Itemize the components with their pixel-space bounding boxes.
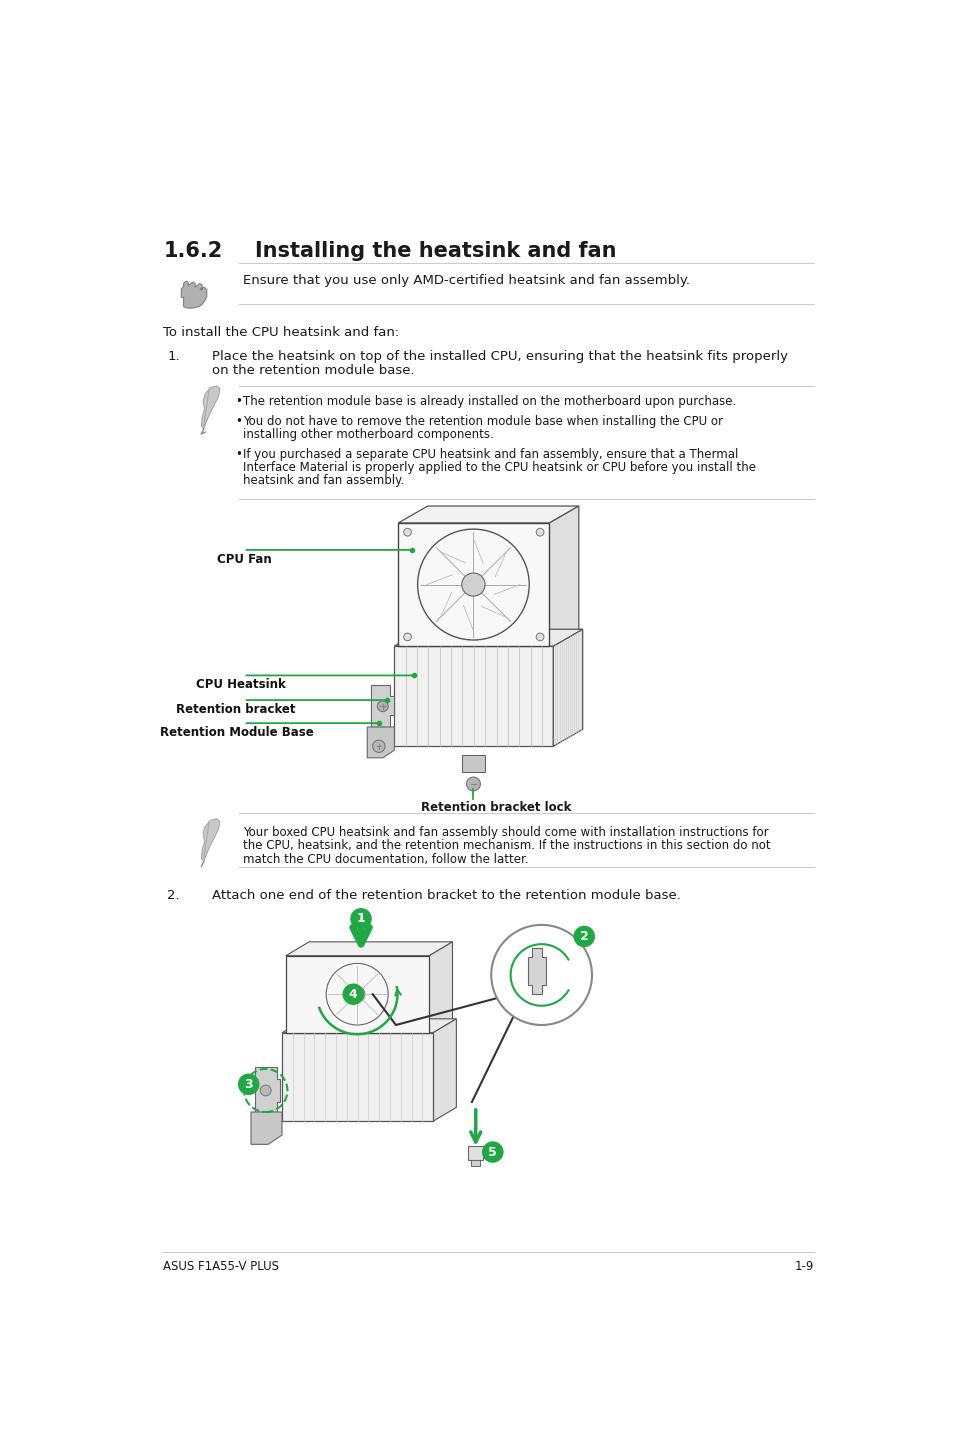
Polygon shape <box>282 1018 456 1032</box>
Text: Retention bracket lock: Retention bracket lock <box>420 800 571 813</box>
Polygon shape <box>394 629 582 646</box>
Polygon shape <box>201 819 220 862</box>
Text: Interface Material is properly applied to the CPU heatsink or CPU before you ins: Interface Material is properly applied t… <box>243 461 756 474</box>
Polygon shape <box>181 281 207 308</box>
Text: Place the heatsink on top of the installed CPU, ensuring that the heatsink fits : Place the heatsink on top of the install… <box>212 351 787 364</box>
Text: Your boxed CPU heatsink and fan assembly should come with installation instructi: Your boxed CPU heatsink and fan assembly… <box>243 826 768 839</box>
Bar <box>282 1032 433 1121</box>
Circle shape <box>351 909 371 929</box>
Circle shape <box>373 740 385 752</box>
Text: 1.6.2: 1.6.2 <box>163 241 222 261</box>
Polygon shape <box>397 505 578 523</box>
Text: the CPU, heatsink, and the retention mechanism. If the instructions in this sect: the CPU, heatsink, and the retention mec… <box>243 839 770 852</box>
Circle shape <box>238 1074 258 1094</box>
Bar <box>461 756 484 772</box>
Text: The retention module base is already installed on the motherboard upon purchase.: The retention module base is already ins… <box>243 395 736 408</box>
Text: Retention Module Base: Retention Module Base <box>160 726 314 739</box>
Text: on the retention module base.: on the retention module base. <box>212 364 415 378</box>
Text: Ensure that you use only AMD-certified heatsink and fan assembly.: Ensure that you use only AMD-certified h… <box>243 275 690 288</box>
Text: If you purchased a separate CPU heatsink and fan assembly, ensure that a Thermal: If you purchased a separate CPU heatsink… <box>243 448 738 461</box>
Polygon shape <box>367 727 394 758</box>
Text: match the CPU documentation, follow the latter.: match the CPU documentation, follow the … <box>243 852 528 865</box>
Text: Retention bracket: Retention bracket <box>176 703 295 716</box>
Polygon shape <box>429 942 452 1032</box>
Bar <box>468 1146 483 1160</box>
Circle shape <box>377 700 388 712</box>
Circle shape <box>461 573 484 596</box>
Text: •: • <box>235 415 242 428</box>
Text: ASUS F1A55-V PLUS: ASUS F1A55-V PLUS <box>163 1260 279 1273</box>
Polygon shape <box>549 505 578 646</box>
Circle shape <box>466 778 480 790</box>
Circle shape <box>403 528 411 536</box>
Text: 2: 2 <box>579 929 588 942</box>
Text: •: • <box>235 448 242 461</box>
Circle shape <box>343 984 363 1004</box>
Text: 5: 5 <box>488 1146 497 1158</box>
Circle shape <box>403 633 411 640</box>
Text: CPU Fan: CPU Fan <box>216 553 271 566</box>
Text: 2.: 2. <box>167 889 180 902</box>
Circle shape <box>536 528 543 536</box>
Circle shape <box>574 927 594 947</box>
Circle shape <box>536 633 543 640</box>
Text: Installing the heatsink and fan: Installing the heatsink and fan <box>254 241 616 261</box>
Circle shape <box>260 1085 271 1095</box>
Text: 3: 3 <box>244 1078 253 1091</box>
Bar <box>471 1160 480 1166</box>
Text: installing other motherboard components.: installing other motherboard components. <box>243 428 494 441</box>
Polygon shape <box>201 385 220 430</box>
Text: 4: 4 <box>349 988 357 1001</box>
Polygon shape <box>371 684 394 727</box>
Text: Attach one end of the retention bracket to the retention module base.: Attach one end of the retention bracket … <box>212 889 680 902</box>
Bar <box>394 646 553 746</box>
Bar <box>397 523 549 646</box>
Text: 1-9: 1-9 <box>794 1260 814 1273</box>
Bar <box>286 955 429 1032</box>
Circle shape <box>482 1143 502 1161</box>
Text: To install the CPU heatsink and fan:: To install the CPU heatsink and fan: <box>163 326 399 339</box>
Text: heatsink and fan assembly.: heatsink and fan assembly. <box>243 474 404 487</box>
Text: •: • <box>235 395 242 408</box>
Polygon shape <box>254 1067 280 1114</box>
Circle shape <box>349 987 365 1002</box>
Polygon shape <box>251 1113 282 1144</box>
Text: 1: 1 <box>356 912 365 925</box>
Polygon shape <box>553 629 582 746</box>
Circle shape <box>491 925 592 1025</box>
Text: You do not have to remove the retention module base when installing the CPU or: You do not have to remove the retention … <box>243 415 722 428</box>
Text: 1.: 1. <box>167 351 180 364</box>
Text: CPU Heatsink: CPU Heatsink <box>196 679 286 692</box>
Polygon shape <box>433 1018 456 1121</box>
Polygon shape <box>286 942 452 955</box>
Polygon shape <box>527 948 546 994</box>
